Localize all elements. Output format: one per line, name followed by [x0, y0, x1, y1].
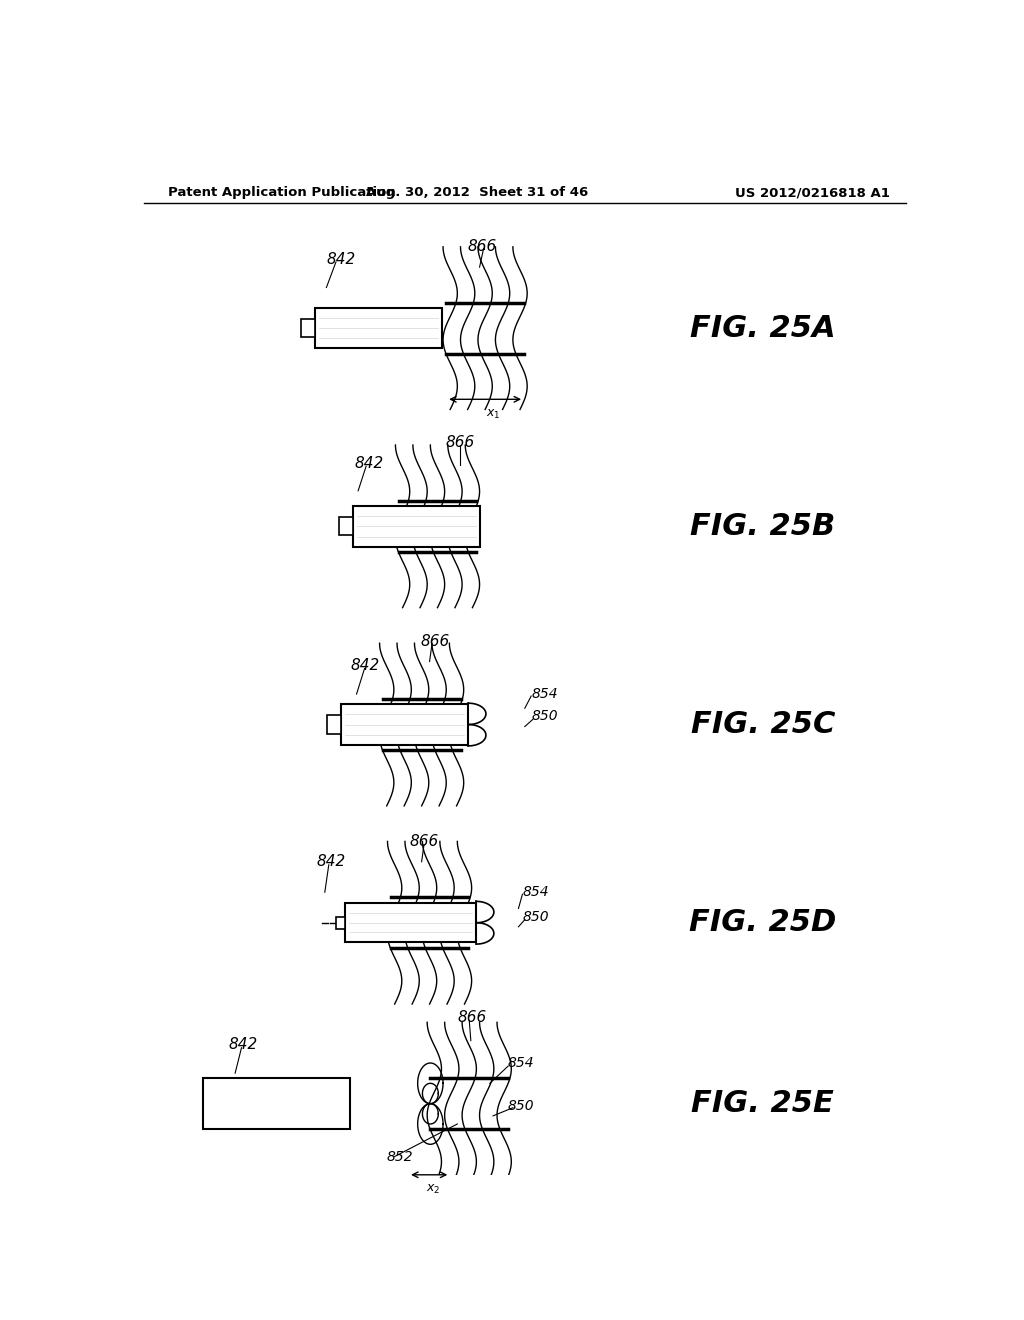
Text: FIG. 25C: FIG. 25C [691, 710, 835, 739]
Text: 842: 842 [316, 854, 346, 870]
Text: Aug. 30, 2012  Sheet 31 of 46: Aug. 30, 2012 Sheet 31 of 46 [366, 186, 589, 199]
Text: 866: 866 [445, 436, 475, 450]
Text: FIG. 25A: FIG. 25A [690, 314, 836, 343]
Bar [339, 517, 353, 536]
Text: 842: 842 [354, 455, 383, 471]
Bar [301, 319, 315, 338]
Text: 850: 850 [531, 709, 558, 723]
Text: 854: 854 [507, 1056, 534, 1071]
Text: 866: 866 [458, 1010, 486, 1024]
Text: $x_1$: $x_1$ [485, 408, 501, 421]
Bar [204, 1078, 350, 1129]
Text: 854: 854 [522, 886, 549, 899]
Text: FIG. 25D: FIG. 25D [689, 908, 837, 937]
Text: FIG. 25E: FIG. 25E [691, 1089, 835, 1118]
Bar [315, 308, 442, 348]
Bar [328, 715, 341, 734]
Text: 852: 852 [387, 1150, 414, 1163]
Text: 842: 842 [350, 659, 380, 673]
Bar [345, 903, 476, 942]
Text: 866: 866 [410, 834, 439, 849]
Text: $x_2$: $x_2$ [426, 1183, 440, 1196]
Text: Patent Application Publication: Patent Application Publication [168, 186, 395, 199]
Text: 842: 842 [228, 1038, 258, 1052]
Text: 866: 866 [420, 634, 450, 648]
Text: 866: 866 [468, 239, 497, 255]
Text: 854: 854 [531, 686, 558, 701]
Bar [353, 506, 480, 546]
Text: US 2012/0216818 A1: US 2012/0216818 A1 [735, 186, 890, 199]
Bar [341, 704, 468, 744]
Text: 842: 842 [327, 252, 355, 267]
Text: FIG. 25B: FIG. 25B [690, 512, 836, 541]
Text: 850: 850 [522, 909, 549, 924]
Bar [336, 916, 345, 929]
Text: 850: 850 [507, 1098, 534, 1113]
